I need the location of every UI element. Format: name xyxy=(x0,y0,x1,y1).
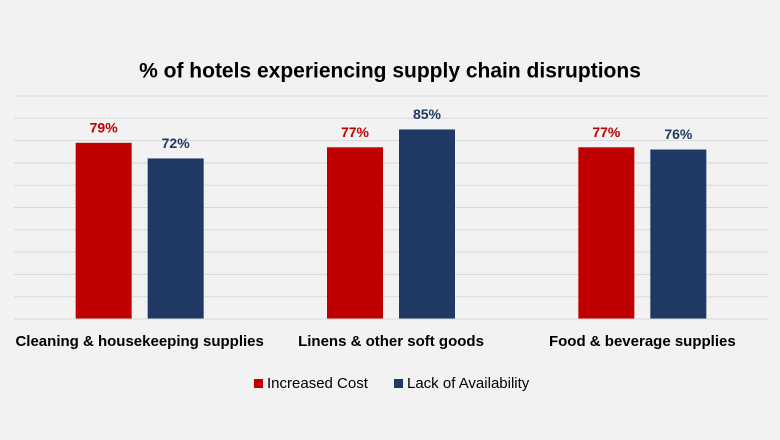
value-label: 72% xyxy=(162,135,191,151)
bar xyxy=(578,147,635,319)
legend-label: Increased Cost xyxy=(267,375,369,392)
bar xyxy=(327,147,383,319)
x-tick-label: Cleaning & housekeeping supplies xyxy=(15,333,263,350)
bar xyxy=(399,129,455,319)
x-tick-label: Food & beverage supplies xyxy=(549,333,736,350)
legend-swatch xyxy=(254,379,263,388)
bar xyxy=(650,149,707,319)
x-tick-label: Linens & other soft goods xyxy=(298,333,484,350)
chart-title: % of hotels experiencing supply chain di… xyxy=(139,60,641,83)
value-label: 85% xyxy=(413,106,442,122)
legend-label: Lack of Availability xyxy=(407,375,530,392)
value-label: 76% xyxy=(664,126,693,142)
value-label: 77% xyxy=(592,124,621,140)
value-label: 79% xyxy=(90,120,119,136)
value-label: 77% xyxy=(341,124,370,140)
bar xyxy=(147,158,204,319)
legend-swatch xyxy=(394,379,403,388)
bar xyxy=(75,142,132,319)
